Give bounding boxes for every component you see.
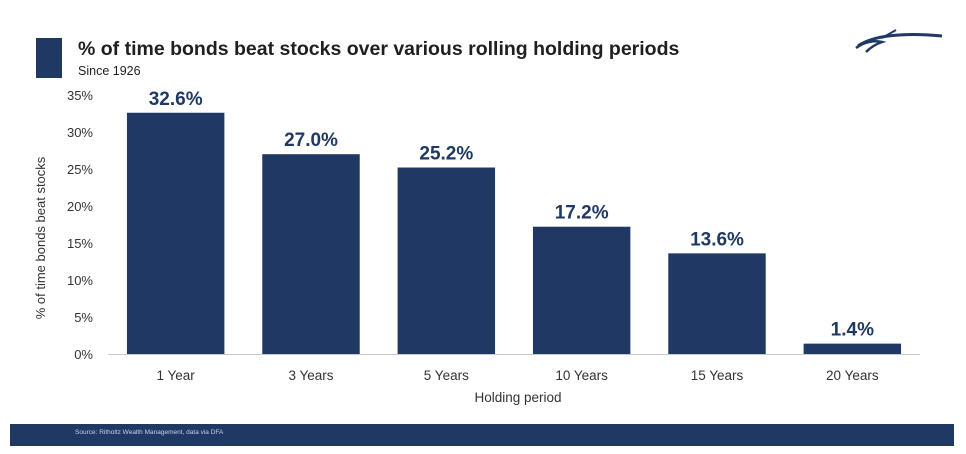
x-tick-label: 10 Years — [555, 368, 608, 383]
x-tick-label: 5 Years — [424, 368, 469, 383]
bar-value-label: 27.0% — [284, 130, 338, 151]
bar-value-label: 13.6% — [690, 229, 744, 250]
x-tick-label: 15 Years — [691, 368, 744, 383]
bar-series: 32.6% 27.0% 25.2% 17.2% 13.6% 1.4% — [126, 89, 902, 354]
x-axis: 1 Year 3 Years 5 Years 10 Years 15 Years 20 Y… — [157, 368, 879, 383]
y-tick-label: 20% — [67, 199, 93, 214]
y-tick-label: 30% — [67, 125, 93, 140]
x-tick-label: 1 Year — [157, 368, 196, 383]
bar — [668, 253, 766, 354]
source-footer: Source: Ritholtz Wealth Management, data… — [10, 424, 954, 446]
chart-title: % of time bonds beat stocks over various… — [78, 38, 680, 60]
bar-value-label: 17.2% — [555, 203, 609, 224]
x-tick-label: 3 Years — [288, 368, 333, 383]
chart-subtitle: Since 1926 — [78, 64, 141, 78]
bar — [126, 112, 225, 354]
bar — [532, 226, 631, 354]
y-axis-label: % of time bonds beat stocks — [33, 156, 48, 319]
title-accent-block — [36, 38, 62, 78]
source-text: Source: Ritholtz Wealth Management, data… — [75, 429, 224, 436]
bar-chart: 0% 5% 10% 15% 20% 25% 30% 35% 32.6% 27.0% 25.2% 17… — [33, 88, 920, 405]
bar — [397, 167, 496, 354]
x-axis-label: Holding period — [474, 390, 561, 405]
y-tick-label: 5% — [74, 310, 93, 325]
x-tick-label: 20 Years — [826, 368, 879, 383]
bar-value-label: 25.2% — [419, 144, 473, 165]
bar-value-label: 32.6% — [149, 89, 203, 110]
y-axis: 0% 5% 10% 15% 20% 25% 30% 35% — [67, 88, 93, 362]
company-logo-icon — [855, 29, 943, 53]
y-tick-label: 25% — [67, 162, 93, 177]
bar-value-label: 1.4% — [831, 320, 874, 341]
y-tick-label: 15% — [67, 236, 93, 251]
bar — [262, 154, 360, 354]
bar — [803, 343, 902, 354]
y-tick-label: 35% — [67, 88, 93, 103]
y-tick-label: 0% — [74, 347, 93, 362]
y-tick-label: 10% — [67, 273, 93, 288]
